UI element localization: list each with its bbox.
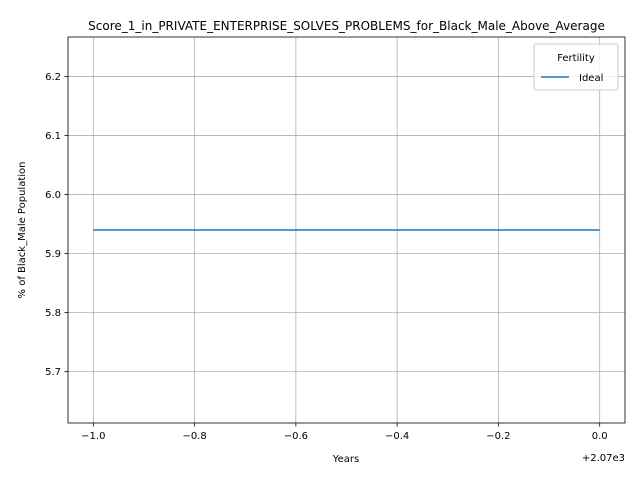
plot-frame <box>67 36 626 424</box>
x-tick-label: −0.8 <box>182 431 206 442</box>
x-tick-label: −0.6 <box>284 431 308 442</box>
x-axis-label: Years <box>332 454 359 465</box>
axis-ticks: −1.0 −0.8 −0.6 −0.4 −0.2 0.0 5.7 5.8 5.9 6.0 6.1 6.… <box>45 72 608 442</box>
y-tick-label: 5.8 <box>45 308 61 319</box>
legend-label-ideal: Ideal <box>579 73 603 84</box>
x-tick-label: −0.2 <box>486 431 510 442</box>
x-offset-label: +2.07e3 <box>582 453 625 464</box>
x-tick-label: −0.4 <box>385 431 409 442</box>
x-tick-label: 0.0 <box>592 431 608 442</box>
legend-box <box>533 43 619 91</box>
legend: Fertility Ideal <box>533 43 619 91</box>
y-tick-label: 6.0 <box>45 190 61 201</box>
y-tick-label: 5.9 <box>45 249 61 260</box>
y-axis-label: % of Black_Male Population <box>17 162 28 299</box>
y-tick-label: 5.7 <box>45 367 61 378</box>
legend-title: Fertility <box>557 53 595 64</box>
x-tick-label: −1.0 <box>81 431 105 442</box>
y-tick-label: 6.2 <box>45 72 61 83</box>
y-tick-label: 6.1 <box>45 131 61 142</box>
grid-lines <box>68 37 625 423</box>
chart-title: Score_1_in_PRIVATE_ENTERPRISE_SOLVES_PRO… <box>88 19 605 33</box>
